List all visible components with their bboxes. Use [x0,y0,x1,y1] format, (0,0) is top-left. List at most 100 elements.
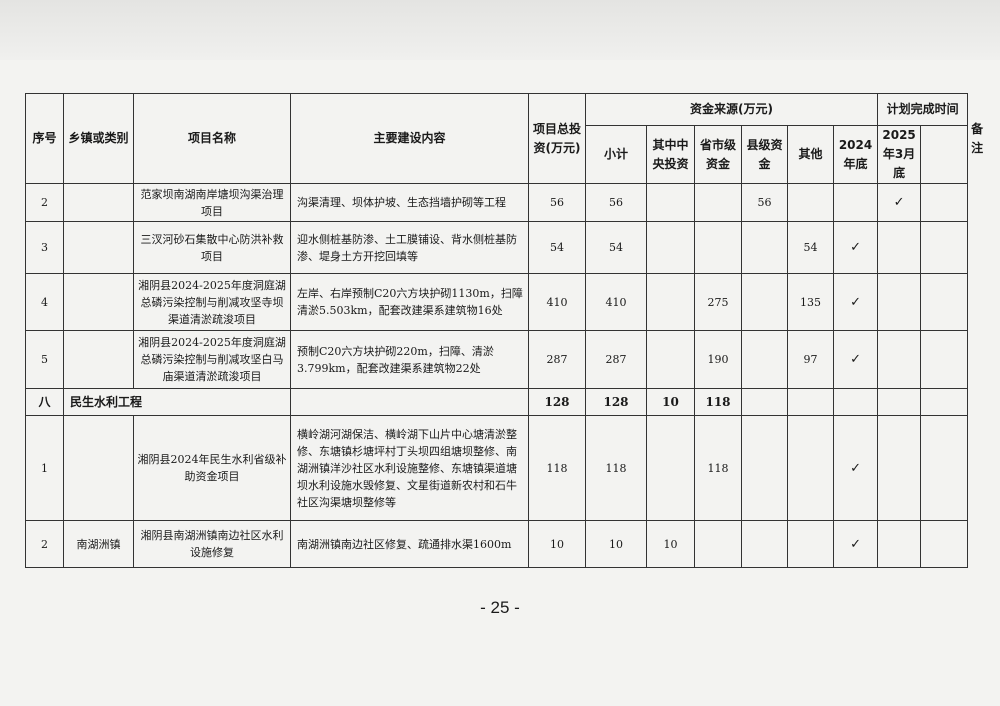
header-funding: 资金来源(万元) [584,93,879,126]
scan-shadow [0,0,1000,60]
table-row: 2 南湖洲镇 湘阴县南湖洲镇南边社区水利设施修复 南湖洲镇南边社区修复、疏通排水渠16… [25,520,969,568]
cell-other: 135 [787,273,834,331]
cell-provincial: 118 [694,415,742,521]
cell-town [63,221,134,274]
section-title: 民生水利工程 [63,388,291,416]
cell-other: 97 [787,330,834,389]
cell-mar2025 [877,330,922,389]
cell-subtotal: 56 [585,183,647,222]
cell-content: 左岸、右岸预制C20六方块护砌1130m，扫障清淤5.503km，配套改建渠系建… [290,273,529,331]
cell-content: 迎水侧桩基防渗、土工膜铺设、背水侧桩基防渗、堤身土方开挖回填等 [290,221,529,274]
cell-content: 南湖洲镇南边社区修复、疏通排水渠1600m [290,520,529,568]
cell-total: 54 [528,221,586,274]
cell-mar2025 [877,221,922,274]
cell-remark [920,273,969,331]
cell-content: 沟渠清理、坝体护坡、生态挡墙护砌等工程 [290,183,529,222]
cell-remark [920,330,969,389]
cell-mar2025 [877,388,922,416]
cell-provincial [694,520,742,568]
cell-county [741,415,788,521]
cell-name: 三汊河砂石集散中心防洪补救项目 [133,221,291,274]
cell-subtotal: 287 [585,330,647,389]
cell-end2024: ✓ [832,221,879,274]
cell-other [787,415,834,521]
cell-seq: 3 [25,221,64,274]
cell-central [646,221,695,274]
cell-county [741,520,788,568]
header-2024: 2024年底 [832,125,879,184]
cell-remark [920,415,969,521]
cell-seq: 2 [25,183,64,222]
cell-provincial: 275 [694,273,742,331]
cell-content: 横岭湖河湖保洁、横岭湖下山片中心塘清淤整修、东塘镇杉塘坪村丁头坝四组塘坝整修、南… [290,415,529,521]
cell-other [787,183,834,222]
project-table: 序号 乡镇或类别 项目名称 主要建设内容 项目总投资(万元) 资金来源(万元) … [25,93,983,568]
cell-town: 南湖洲镇 [63,520,134,568]
cell-county [741,273,788,331]
cell-mar2025 [877,415,922,521]
cell-total: 10 [528,520,586,568]
cell-name: 湘阴县2024-2025年度洞庭湖总磷污染控制与削减攻坚寺坝渠道清淤疏浚项目 [133,273,291,331]
cell-county [741,388,788,416]
table-row: 4 湘阴县2024-2025年度洞庭湖总磷污染控制与削减攻坚寺坝渠道清淤疏浚项目左… [25,273,969,331]
cell-name: 湘阴县2024-2025年度洞庭湖总磷污染控制与削减攻坚白马庙渠道清淤疏浚项目 [133,330,291,389]
cell-content: 预制C20六方块护砌220m，扫障、清淤3.799km，配套改建渠系建筑物22处 [290,330,529,389]
header-other: 其他 [787,125,834,184]
cell-total: 128 [528,388,586,416]
cell-seq: 2 [25,520,64,568]
section-seq: 八 [25,388,64,416]
header-seq: 序号 [25,93,64,184]
header-name: 项目名称 [133,93,291,184]
cell-remark [920,388,969,416]
cell-total: 410 [528,273,586,331]
cell-other [787,388,834,416]
cell-seq: 1 [25,415,64,521]
cell-county [741,330,788,389]
cell-end2024: ✓ [832,273,879,331]
cell-provincial: 118 [694,388,742,416]
header-central: 其中中央投资 [646,125,695,184]
cell-end2024: ✓ [832,520,879,568]
cell-name: 湘阴县2024年民生水利省级补助资金项目 [133,415,291,521]
cell-total: 118 [528,415,586,521]
table-row: 1 湘阴县2024年民生水利省级补助资金项目 横岭湖河湖保洁、横岭湖下山片中心塘清淤… [25,415,969,521]
cell-name: 湘阴县南湖洲镇南边社区水利设施修复 [133,520,291,568]
cell-subtotal: 54 [585,221,647,274]
cell-central [646,330,695,389]
cell-mar2025 [877,520,922,568]
cell-mar2025 [877,273,922,331]
cell-town [63,183,134,222]
cell-end2024: ✓ [832,415,879,521]
section-row: 八民生水利工程 128 128 10 118 [25,388,969,416]
table-row: 2 范家坝南湖南岸塘坝沟渠治理项目 沟渠清理、坝体护坡、生态挡墙护砌等工程 56 56 5… [25,183,969,222]
cell-end2024: ✓ [832,330,879,389]
cell-subtotal: 118 [585,415,647,521]
cell-remark [920,520,969,568]
cell-seq: 5 [25,330,64,389]
header-2025: 2025年3月底 [877,125,922,184]
cell-other [787,520,834,568]
header-subtotal: 小计 [585,125,647,184]
cell-other: 54 [787,221,834,274]
cell-mar2025: ✓ [877,183,922,222]
cell-town [63,330,134,389]
cell-county [741,221,788,274]
cell-central: 10 [646,520,695,568]
cell-town [63,273,134,331]
table-row: 3 三汊河砂石集散中心防洪补救项目 迎水侧桩基防渗、土工膜铺设、背水侧桩基防渗、堤身… [25,221,969,274]
cell-subtotal: 128 [585,388,647,416]
page-number: - 25 - [480,598,520,617]
cell-county: 56 [741,183,788,222]
cell-end2024 [832,388,879,416]
cell-provincial [694,183,742,222]
cell-remark [920,183,969,222]
cell-town [63,415,134,521]
header-county: 县级资金 [741,125,788,184]
header-provincial: 省市级资金 [694,125,742,184]
cell-end2024 [832,183,879,222]
header-content: 主要建设内容 [290,93,529,184]
cell-total: 56 [528,183,586,222]
cell-provincial: 190 [694,330,742,389]
header-plan: 计划完成时间 [877,93,969,126]
cell-seq: 4 [25,273,64,331]
